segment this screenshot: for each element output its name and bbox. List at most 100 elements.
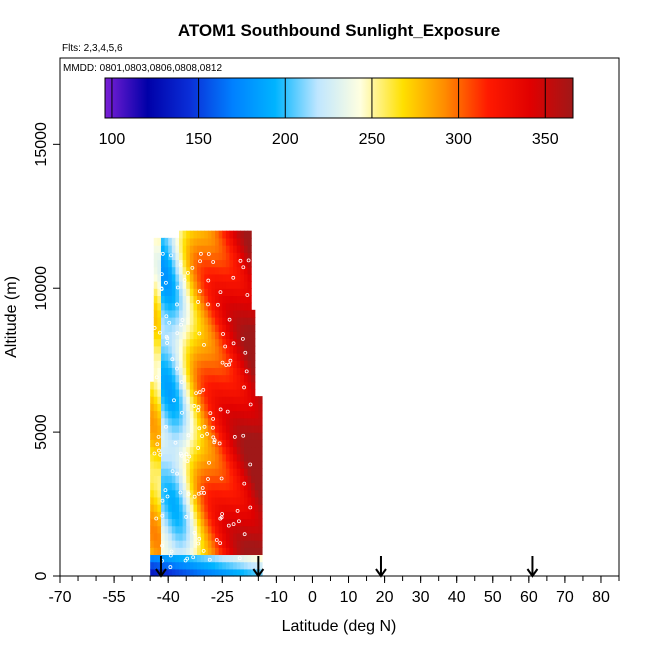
heatmap-cell [236,568,241,577]
heatmap-cell [189,237,195,246]
heatmap-cell [243,317,249,325]
heatmap-cell [240,468,245,476]
heatmap-cell [204,388,209,397]
heatmap-cell [204,288,209,297]
heatmap-cell [153,432,158,440]
heatmap-cell [182,475,187,484]
heatmap-cell [182,295,187,304]
heatmap-cell [197,532,202,541]
heatmap-cell [222,410,227,419]
heatmap-cell [179,345,184,354]
x-tick-label: -10 [265,589,288,606]
heatmap-cell [243,360,249,368]
heatmap-cell [207,417,213,426]
heatmap-cell [225,446,231,455]
heatmap-cell [150,403,155,412]
heatmap-cell [215,331,220,340]
heatmap-cell [243,367,249,376]
heatmap-cell [200,245,205,253]
heatmap-cell [200,410,205,419]
heatmap-cell [222,518,227,527]
heatmap-cell [164,273,169,282]
heatmap-cell [171,532,177,541]
heatmap-cell [207,547,213,556]
heatmap-cell [222,324,227,332]
colorbar-tick-label: 100 [99,131,126,148]
heatmap-cell [157,388,162,397]
heatmap-cell [247,331,252,340]
heatmap-cell [233,374,238,383]
heatmap-cell [225,352,231,361]
heatmap-cell [150,432,155,440]
heatmap-cell [164,439,169,448]
heatmap-cell [189,245,195,253]
sample-point [207,557,212,562]
heatmap-cell [225,511,231,520]
heatmap-cell [200,302,205,311]
heatmap-cell [175,561,180,570]
heatmap-cell [225,547,231,556]
heatmap-cell [204,345,209,354]
heatmap-cell [164,345,169,354]
heatmap-cell [164,281,169,289]
heatmap-cell [182,309,187,318]
heatmap-cell [233,288,238,297]
heatmap-cell [153,381,158,390]
heatmap-cell [233,266,238,275]
heatmap-cell [197,410,202,419]
heatmap-cell [240,245,245,253]
heatmap-cell [186,561,191,570]
heatmap-cell [200,338,205,347]
heatmap-cell [153,511,158,520]
heatmap-cell [179,237,184,246]
heatmap-cell [240,489,245,498]
heatmap-cell [186,352,191,361]
heatmap-cell [171,381,177,390]
heatmap-cell [225,403,231,412]
heatmap-cell [200,439,205,448]
heatmap-cell [164,403,169,412]
sample-point [186,433,191,438]
heatmap-cell [229,518,234,527]
heatmap-cell [175,410,180,419]
heatmap-cell [215,374,220,383]
heatmap-cell [164,417,169,426]
x-tick-label: -70 [48,589,71,606]
heatmap-cell [204,245,209,253]
heatmap-cell [182,396,187,404]
flight-arrows [155,556,539,578]
heatmap-cell [258,525,263,534]
colorbar-tick-label: 350 [532,131,559,148]
heatmap-cell [160,273,166,282]
heatmap-cell [204,338,209,347]
heatmap-cell [189,489,195,498]
heatmap-cell [207,388,213,397]
heatmap-cell [175,367,180,376]
heatmap-cell [222,245,227,253]
heatmap-cell [211,511,216,520]
heatmap-cell [251,468,256,476]
heatmap-cell [240,338,245,347]
sample-point [178,490,183,495]
heatmap-cell [171,403,177,412]
sample-point [159,272,164,277]
heatmap-cell [229,453,234,462]
heatmap-cell [207,460,213,469]
heatmap-cell [233,540,238,548]
heatmap-cell [153,352,158,361]
heatmap-cell [247,309,252,318]
heatmap-cell [164,396,169,404]
heatmap-cell [171,295,177,304]
heatmap-cell [243,352,249,361]
heatmap-cell [215,504,220,512]
heatmap-cell [160,547,166,556]
heatmap-cell [182,237,187,246]
heatmap-cell [189,403,195,412]
heatmap-cell [218,424,223,433]
heatmap-cell [225,266,231,275]
heatmap-cell [175,475,180,484]
heatmap-cell [204,547,209,556]
heatmap-cell [236,309,241,318]
heatmap-cell [150,446,155,455]
heatmap-cell [207,245,213,253]
